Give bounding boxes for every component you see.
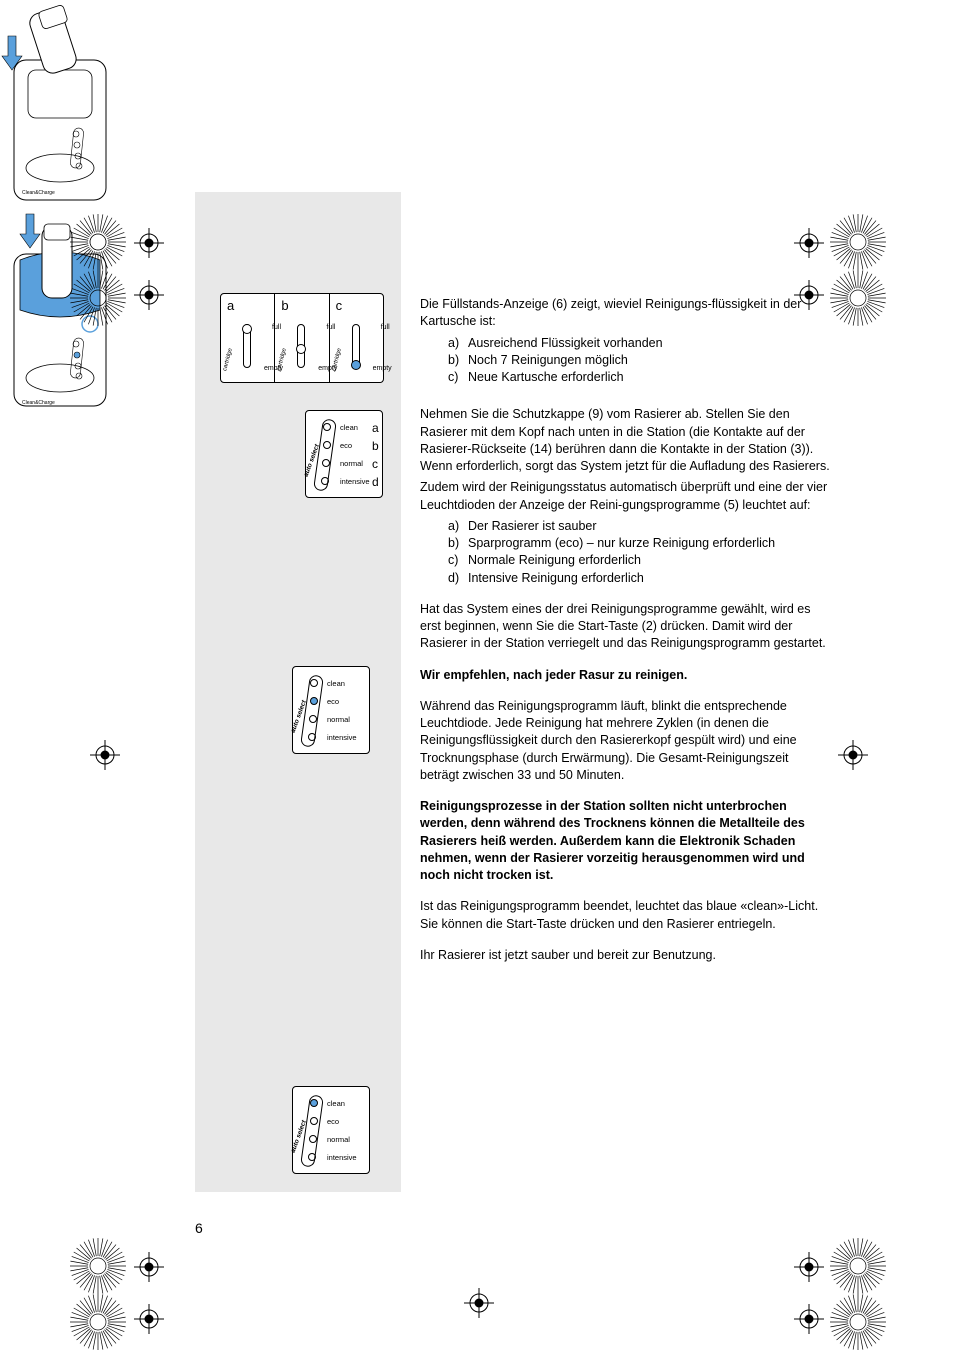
- cartridge-label: cartridge: [222, 348, 234, 372]
- li-lbl: c): [448, 369, 468, 386]
- crosshair-mark-icon: [794, 280, 824, 310]
- cartridge-gauge: cartridge full empty: [283, 320, 321, 374]
- sunburst-mark-icon: [68, 1292, 128, 1352]
- li-lbl: d): [448, 570, 468, 587]
- li-txt: Noch 7 Reinigungen möglich: [468, 352, 628, 369]
- page-number: 6: [195, 1220, 203, 1236]
- autoselect-panel-done: auto select clean eco normal intensive: [292, 1086, 370, 1174]
- p4-bold: Wir empfehlen, nach jeder Rasur zu reini…: [420, 667, 830, 684]
- li-txt: Intensive Reinigung erforderlich: [468, 570, 644, 587]
- as-letter-c: c: [372, 457, 378, 471]
- full-label: full: [381, 324, 390, 331]
- crosshair-mark-icon: [838, 740, 868, 770]
- paragraph-recommend: Wir empfehlen, nach jeder Rasur zu reini…: [420, 667, 830, 684]
- empty-label: empty: [373, 365, 392, 372]
- as-letter-a: a: [372, 421, 379, 435]
- cell-letter: a: [227, 298, 234, 313]
- cell-letter: c: [336, 298, 343, 313]
- as-label-intensive: intensive: [327, 1153, 357, 1162]
- p6-bold: Reinigungsprozesse in der Station sollte…: [420, 798, 830, 884]
- p7: Ist das Reinigungsprogramm beendet, leuc…: [420, 898, 830, 933]
- paragraph-fill-level: Die Füllstands-Anzeige (6) zeigt, wievie…: [420, 296, 830, 386]
- sunburst-mark-icon: [828, 212, 888, 272]
- autoselect-panel-running: auto select clean eco normal intensive: [292, 666, 370, 754]
- svg-text:Clean&Charge: Clean&Charge: [22, 400, 55, 406]
- body-text-column: Die Füllstands-Anzeige (6) zeigt, wievie…: [420, 296, 830, 978]
- crosshair-mark-icon: [794, 1304, 824, 1334]
- li-txt: Der Rasierer ist sauber: [468, 518, 597, 535]
- p2b: Zudem wird der Reinigungsstatus automati…: [420, 479, 830, 514]
- as-label-normal: normal: [340, 459, 363, 468]
- sunburst-mark-icon: [68, 212, 128, 272]
- paragraph-warning: Reinigungsprozesse in der Station sollte…: [420, 798, 830, 884]
- as-label-normal: normal: [327, 715, 350, 724]
- as-label-normal: normal: [327, 1135, 350, 1144]
- sunburst-mark-icon: [828, 1236, 888, 1296]
- li-lbl: c): [448, 552, 468, 569]
- cartridge-label: cartridge: [331, 348, 343, 372]
- li-txt: Sparprogramm (eco) – nur kurze Reinigung…: [468, 535, 775, 552]
- paragraph-ready: Ihr Rasierer ist jetzt sauber und bereit…: [420, 947, 830, 964]
- p3: Hat das System eines der drei Reinigungs…: [420, 601, 830, 653]
- as-label-clean: clean: [327, 679, 345, 688]
- crosshair-mark-icon: [134, 1304, 164, 1334]
- cartridge-gauge: cartridge full empty: [338, 320, 376, 374]
- crosshair-mark-icon: [794, 228, 824, 258]
- li-lbl: a): [448, 518, 468, 535]
- p1-intro: Die Füllstands-Anzeige (6) zeigt, wievie…: [420, 296, 830, 331]
- as-label-intensive: intensive: [340, 477, 370, 486]
- crosshair-mark-icon: [134, 228, 164, 258]
- autoselect-panel-lettered: auto select clean eco normal intensive a…: [305, 410, 383, 498]
- cartridge-cell-b: b cartridge full empty: [275, 294, 329, 382]
- sunburst-mark-icon: [68, 268, 128, 328]
- as-letter-b: b: [372, 439, 379, 453]
- as-label-intensive: intensive: [327, 733, 357, 742]
- paragraph-finished: Ist das Reinigungsprogramm beendet, leuc…: [420, 898, 830, 933]
- crosshair-mark-icon: [464, 1288, 494, 1318]
- station-insert-illustration: Clean&Charge: [0, 0, 120, 206]
- as-label-eco: eco: [327, 697, 339, 706]
- cartridge-level-panel: a cartridge full empty b cartridge full …: [220, 293, 384, 383]
- as-letter-d: d: [372, 475, 379, 489]
- paragraph-insert-shaver: Nehmen Sie die Schutzkappe (9) vom Rasie…: [420, 406, 830, 587]
- sunburst-mark-icon: [68, 1236, 128, 1296]
- li-lbl: b): [448, 535, 468, 552]
- paragraph-start: Hat das System eines der drei Reinigungs…: [420, 601, 830, 653]
- sunburst-mark-icon: [828, 1292, 888, 1352]
- cartridge-gauge: cartridge full empty: [229, 320, 267, 374]
- svg-text:Clean&Charge: Clean&Charge: [22, 190, 55, 196]
- li-txt: Normale Reinigung erforderlich: [468, 552, 641, 569]
- cartridge-cell-a: a cartridge full empty: [221, 294, 275, 382]
- p1-list: a)Ausreichend Flüssigkeit vorhanden b)No…: [420, 335, 830, 387]
- li-lbl: a): [448, 335, 468, 352]
- sunburst-mark-icon: [828, 268, 888, 328]
- as-label-clean: clean: [340, 423, 358, 432]
- as-label-clean: clean: [327, 1099, 345, 1108]
- li-txt: Neue Kartusche erforderlich: [468, 369, 624, 386]
- cartridge-cell-c: c cartridge full empty: [330, 294, 383, 382]
- cell-letter: b: [281, 298, 288, 313]
- as-label-eco: eco: [340, 441, 352, 450]
- p2a: Nehmen Sie die Schutzkappe (9) vom Rasie…: [420, 406, 830, 475]
- li-txt: Ausreichend Flüssigkeit vorhanden: [468, 335, 663, 352]
- crosshair-mark-icon: [90, 740, 120, 770]
- p8: Ihr Rasierer ist jetzt sauber und bereit…: [420, 947, 830, 964]
- cartridge-label: cartridge: [276, 348, 288, 372]
- p5: Während das Reinigungsprogramm läuft, bl…: [420, 698, 830, 784]
- li-lbl: b): [448, 352, 468, 369]
- crosshair-mark-icon: [794, 1252, 824, 1282]
- paragraph-during: Während das Reinigungsprogramm läuft, bl…: [420, 698, 830, 784]
- as-label-eco: eco: [327, 1117, 339, 1126]
- crosshair-mark-icon: [134, 1252, 164, 1282]
- crosshair-mark-icon: [134, 280, 164, 310]
- p2-list: a)Der Rasierer ist sauber b)Sparprogramm…: [420, 518, 830, 587]
